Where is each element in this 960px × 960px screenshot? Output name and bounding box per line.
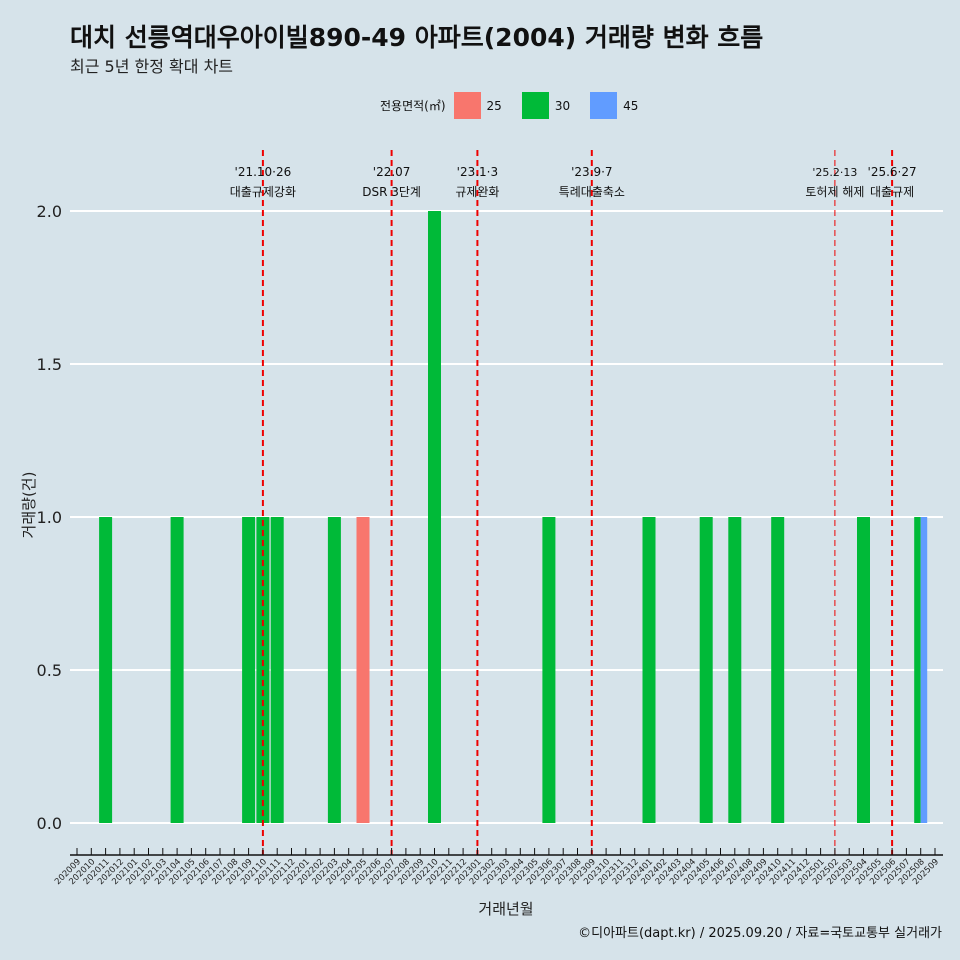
bar-202109-30 bbox=[242, 517, 256, 823]
legend-title: 전용면적(㎡) bbox=[380, 99, 446, 113]
event-date: '23.1·3 bbox=[457, 165, 498, 179]
caption: ©디아파트(dapt.kr) / 2025.09.20 / 자료=국토교통부 실… bbox=[578, 926, 942, 941]
event-date: '21.10·26 bbox=[235, 165, 292, 179]
legend-label-25: 25 bbox=[486, 98, 502, 113]
x-axis-title: 거래년월 bbox=[478, 900, 533, 918]
event-label: 대출규제강화 bbox=[230, 185, 296, 199]
event-label: 특례대출축소 bbox=[559, 185, 625, 199]
event-date: '25.2·13 bbox=[812, 166, 857, 179]
legend-label-45: 45 bbox=[623, 98, 639, 113]
y-tick-label: 0.0 bbox=[37, 814, 62, 833]
event-label: DSR 3단계 bbox=[362, 185, 421, 199]
chart-title: 대치 선릉역대우아이빌890-49 아파트(2004) 거래량 변화 흐름 bbox=[70, 23, 764, 52]
y-axis-title: 거래량(건) bbox=[20, 472, 38, 539]
legend-swatch-25 bbox=[453, 92, 481, 119]
bar-202306-30 bbox=[542, 517, 556, 823]
bar-202111-30 bbox=[270, 517, 284, 823]
legend-swatch-45 bbox=[590, 92, 618, 119]
bar-202508-30 bbox=[914, 517, 921, 823]
bar-202504-30 bbox=[857, 517, 870, 823]
legend-swatch-30 bbox=[521, 92, 549, 119]
bar-202508-45 bbox=[920, 517, 928, 823]
chart-subtitle: 최근 5년 한정 확대 차트 bbox=[70, 57, 234, 76]
event-label: 토허제 해제 bbox=[805, 185, 864, 199]
bar-202203-30 bbox=[327, 517, 341, 823]
y-tick-label: 1.0 bbox=[37, 508, 62, 527]
bar-202205-25 bbox=[356, 517, 370, 823]
event-label: 대출규제 bbox=[870, 185, 914, 199]
bar-202401-30 bbox=[642, 517, 656, 823]
event-date: '23.9·7 bbox=[571, 165, 612, 179]
bar-202104-30 bbox=[170, 517, 184, 823]
bar-202210-30 bbox=[428, 211, 441, 823]
y-tick-label: 2.0 bbox=[37, 202, 62, 221]
event-label: 규제완화 bbox=[455, 185, 499, 199]
legend: 전용면적(㎡) 25 30 45 bbox=[380, 92, 638, 119]
bar-202011-30 bbox=[99, 517, 113, 823]
bar-202405-30 bbox=[699, 517, 713, 823]
event-date: '22.07 bbox=[373, 165, 411, 179]
y-tick-label: 1.5 bbox=[37, 355, 62, 374]
event-date: '25.6·27 bbox=[868, 165, 917, 179]
bar-202407-30 bbox=[728, 517, 742, 823]
legend-label-30: 30 bbox=[554, 98, 571, 113]
bar-202410-30 bbox=[771, 517, 785, 823]
y-tick-label: 0.5 bbox=[37, 661, 62, 680]
